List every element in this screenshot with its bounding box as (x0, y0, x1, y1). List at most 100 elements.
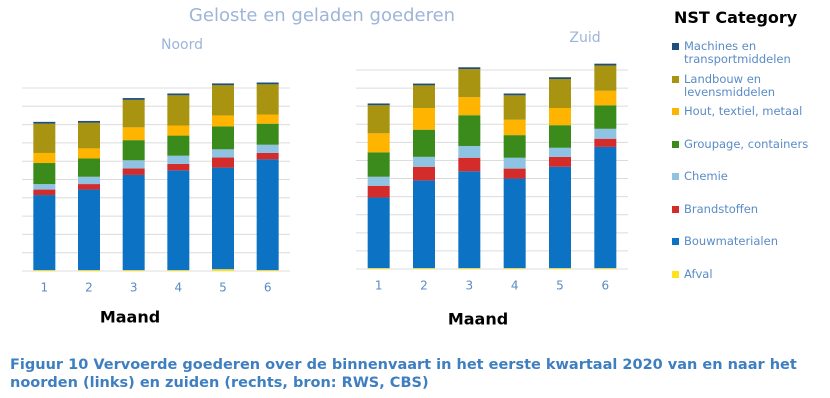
bar-segment (122, 168, 145, 175)
bar-segment (33, 152, 56, 164)
bar-segment (256, 270, 279, 271)
bar-segment (122, 140, 145, 161)
panel-subtitle: Zuid (569, 30, 600, 46)
bar-segment (122, 99, 145, 128)
legend-swatch (672, 43, 679, 50)
bar-segment (549, 107, 571, 126)
bar-segment (33, 184, 56, 190)
bar-segment (594, 128, 617, 139)
bar-segment (212, 85, 234, 116)
bar-segment (413, 129, 435, 157)
bar-segment (367, 197, 390, 269)
bar-segment (458, 69, 481, 98)
bar-segment (212, 167, 234, 270)
bar-segment (413, 268, 435, 269)
bar-segment (549, 77, 571, 80)
x-tick-label: 3 (130, 281, 138, 295)
bar-segment (503, 178, 526, 269)
x-tick-label: 4 (511, 279, 519, 293)
bar-segment (167, 170, 190, 271)
legend-swatch (672, 173, 679, 180)
bar-segment (256, 114, 279, 124)
bar-segment (256, 152, 279, 160)
bar-segment (458, 171, 481, 269)
bar-segment (122, 127, 145, 141)
bar-segment (594, 138, 617, 147)
bar-segment (413, 166, 435, 181)
bar-segment (33, 189, 56, 196)
bar-segment (33, 121, 56, 124)
bar-segment (503, 95, 526, 120)
x-tick-label: 6 (602, 279, 610, 293)
bar-segment (122, 98, 145, 100)
x-axis-label: Maand (448, 310, 508, 329)
bar-segment (549, 166, 571, 269)
bar-segment (212, 115, 234, 127)
bar-segment (503, 135, 526, 158)
bar-segment (458, 97, 481, 116)
x-tick-label: 2 (85, 281, 93, 295)
bar-segment (367, 185, 390, 198)
bar-segment (167, 125, 190, 136)
x-tick-label: 1 (41, 281, 49, 295)
bar-segment (256, 144, 279, 153)
bar-segment (256, 123, 279, 145)
bar-segment (594, 146, 617, 269)
legend-label: Afval (684, 266, 713, 281)
bar-segment (413, 85, 435, 108)
bar-segment (256, 82, 279, 85)
x-tick-label: 2 (420, 279, 428, 293)
bar-segment (167, 93, 190, 96)
legend-swatch (672, 238, 679, 245)
bar-segment (78, 120, 100, 123)
legend-swatch (672, 205, 679, 213)
bar-segment (78, 148, 100, 159)
x-tick-label: 6 (264, 281, 272, 295)
bar-segment (167, 270, 190, 271)
bar-segment (78, 122, 100, 149)
bar-segment (167, 163, 190, 171)
bar-segment (458, 67, 481, 70)
bar-segment (212, 149, 234, 158)
bar-segment (458, 145, 481, 158)
bar-segment (594, 65, 617, 91)
legend-label: Bouwmaterialen (684, 234, 778, 248)
x-tick-label: 5 (219, 281, 227, 295)
legend-label: Chemie (684, 169, 728, 183)
bar-segment (413, 83, 435, 86)
bar-segment (167, 135, 190, 156)
bar-segment (549, 79, 571, 108)
bar-segment (78, 176, 100, 185)
chart-title: Geloste en geladen goederen (189, 5, 455, 26)
legend-swatch (672, 270, 679, 278)
legend-swatch (672, 108, 679, 115)
bar-segment (122, 270, 145, 271)
legend-title: NST Category (674, 8, 798, 27)
bar-segment (122, 174, 145, 271)
legend-swatch (672, 75, 679, 83)
bar-segment (367, 105, 390, 134)
bar-segment (167, 95, 190, 126)
bar-segment (78, 270, 100, 271)
bar-segment (33, 270, 56, 271)
bar-segment (33, 123, 56, 153)
bar-segment (503, 93, 526, 96)
bar-segment (367, 152, 390, 177)
bar-segment (367, 268, 390, 269)
bar-segment (549, 147, 571, 157)
bar-segment (78, 189, 100, 271)
bar-segment (367, 133, 390, 153)
bar-segment (458, 157, 481, 172)
bar-segment (122, 160, 145, 169)
bar-segment (167, 155, 190, 164)
bar-segment (413, 180, 435, 269)
bar-segment (212, 269, 234, 271)
bar-segment (458, 268, 481, 269)
legend-label: Machines en transportmiddelen (684, 39, 791, 66)
x-tick-label: 3 (466, 279, 474, 293)
bar-segment (594, 268, 617, 269)
bar-segment (503, 168, 526, 179)
caption: Figuur 10 Vervoerde goederen over de bin… (10, 357, 797, 391)
legend-swatch (672, 140, 679, 148)
